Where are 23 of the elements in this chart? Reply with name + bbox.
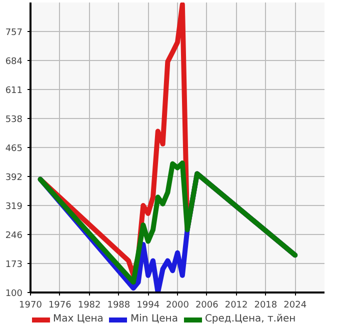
y-tick-label: 319 xyxy=(5,202,23,212)
y-tick-label: 465 xyxy=(5,144,23,154)
legend-label: Min Цена xyxy=(130,314,178,324)
y-tick-label: 611 xyxy=(5,86,23,96)
x-tick-label: 2012 xyxy=(224,300,248,310)
x-tick-label: 2006 xyxy=(195,300,219,310)
y-tick-label: 392 xyxy=(5,173,23,183)
x-tick-label: 1982 xyxy=(78,300,101,310)
x-tick-label: 1994 xyxy=(136,300,160,310)
y-tick-label: 173 xyxy=(5,260,23,270)
y-tick-label: 246 xyxy=(5,231,23,241)
x-tick-label: 1970 xyxy=(19,300,42,310)
y-tick-label: 684 xyxy=(5,57,23,67)
y-tick-label: 538 xyxy=(5,115,23,125)
x-tick-label: 2000 xyxy=(166,300,190,310)
legend-label: Max Цена xyxy=(53,314,104,324)
y-tick-label: 757 xyxy=(5,28,23,38)
x-tick-label: 1976 xyxy=(48,300,72,310)
x-tick-label: 1988 xyxy=(107,300,130,310)
y-tick-label: 100 xyxy=(5,289,23,299)
x-tick-label: 2018 xyxy=(254,300,278,310)
legend-label: Сред.Цена, т.йен xyxy=(204,314,296,324)
x-tick-label: 2024 xyxy=(284,300,307,310)
